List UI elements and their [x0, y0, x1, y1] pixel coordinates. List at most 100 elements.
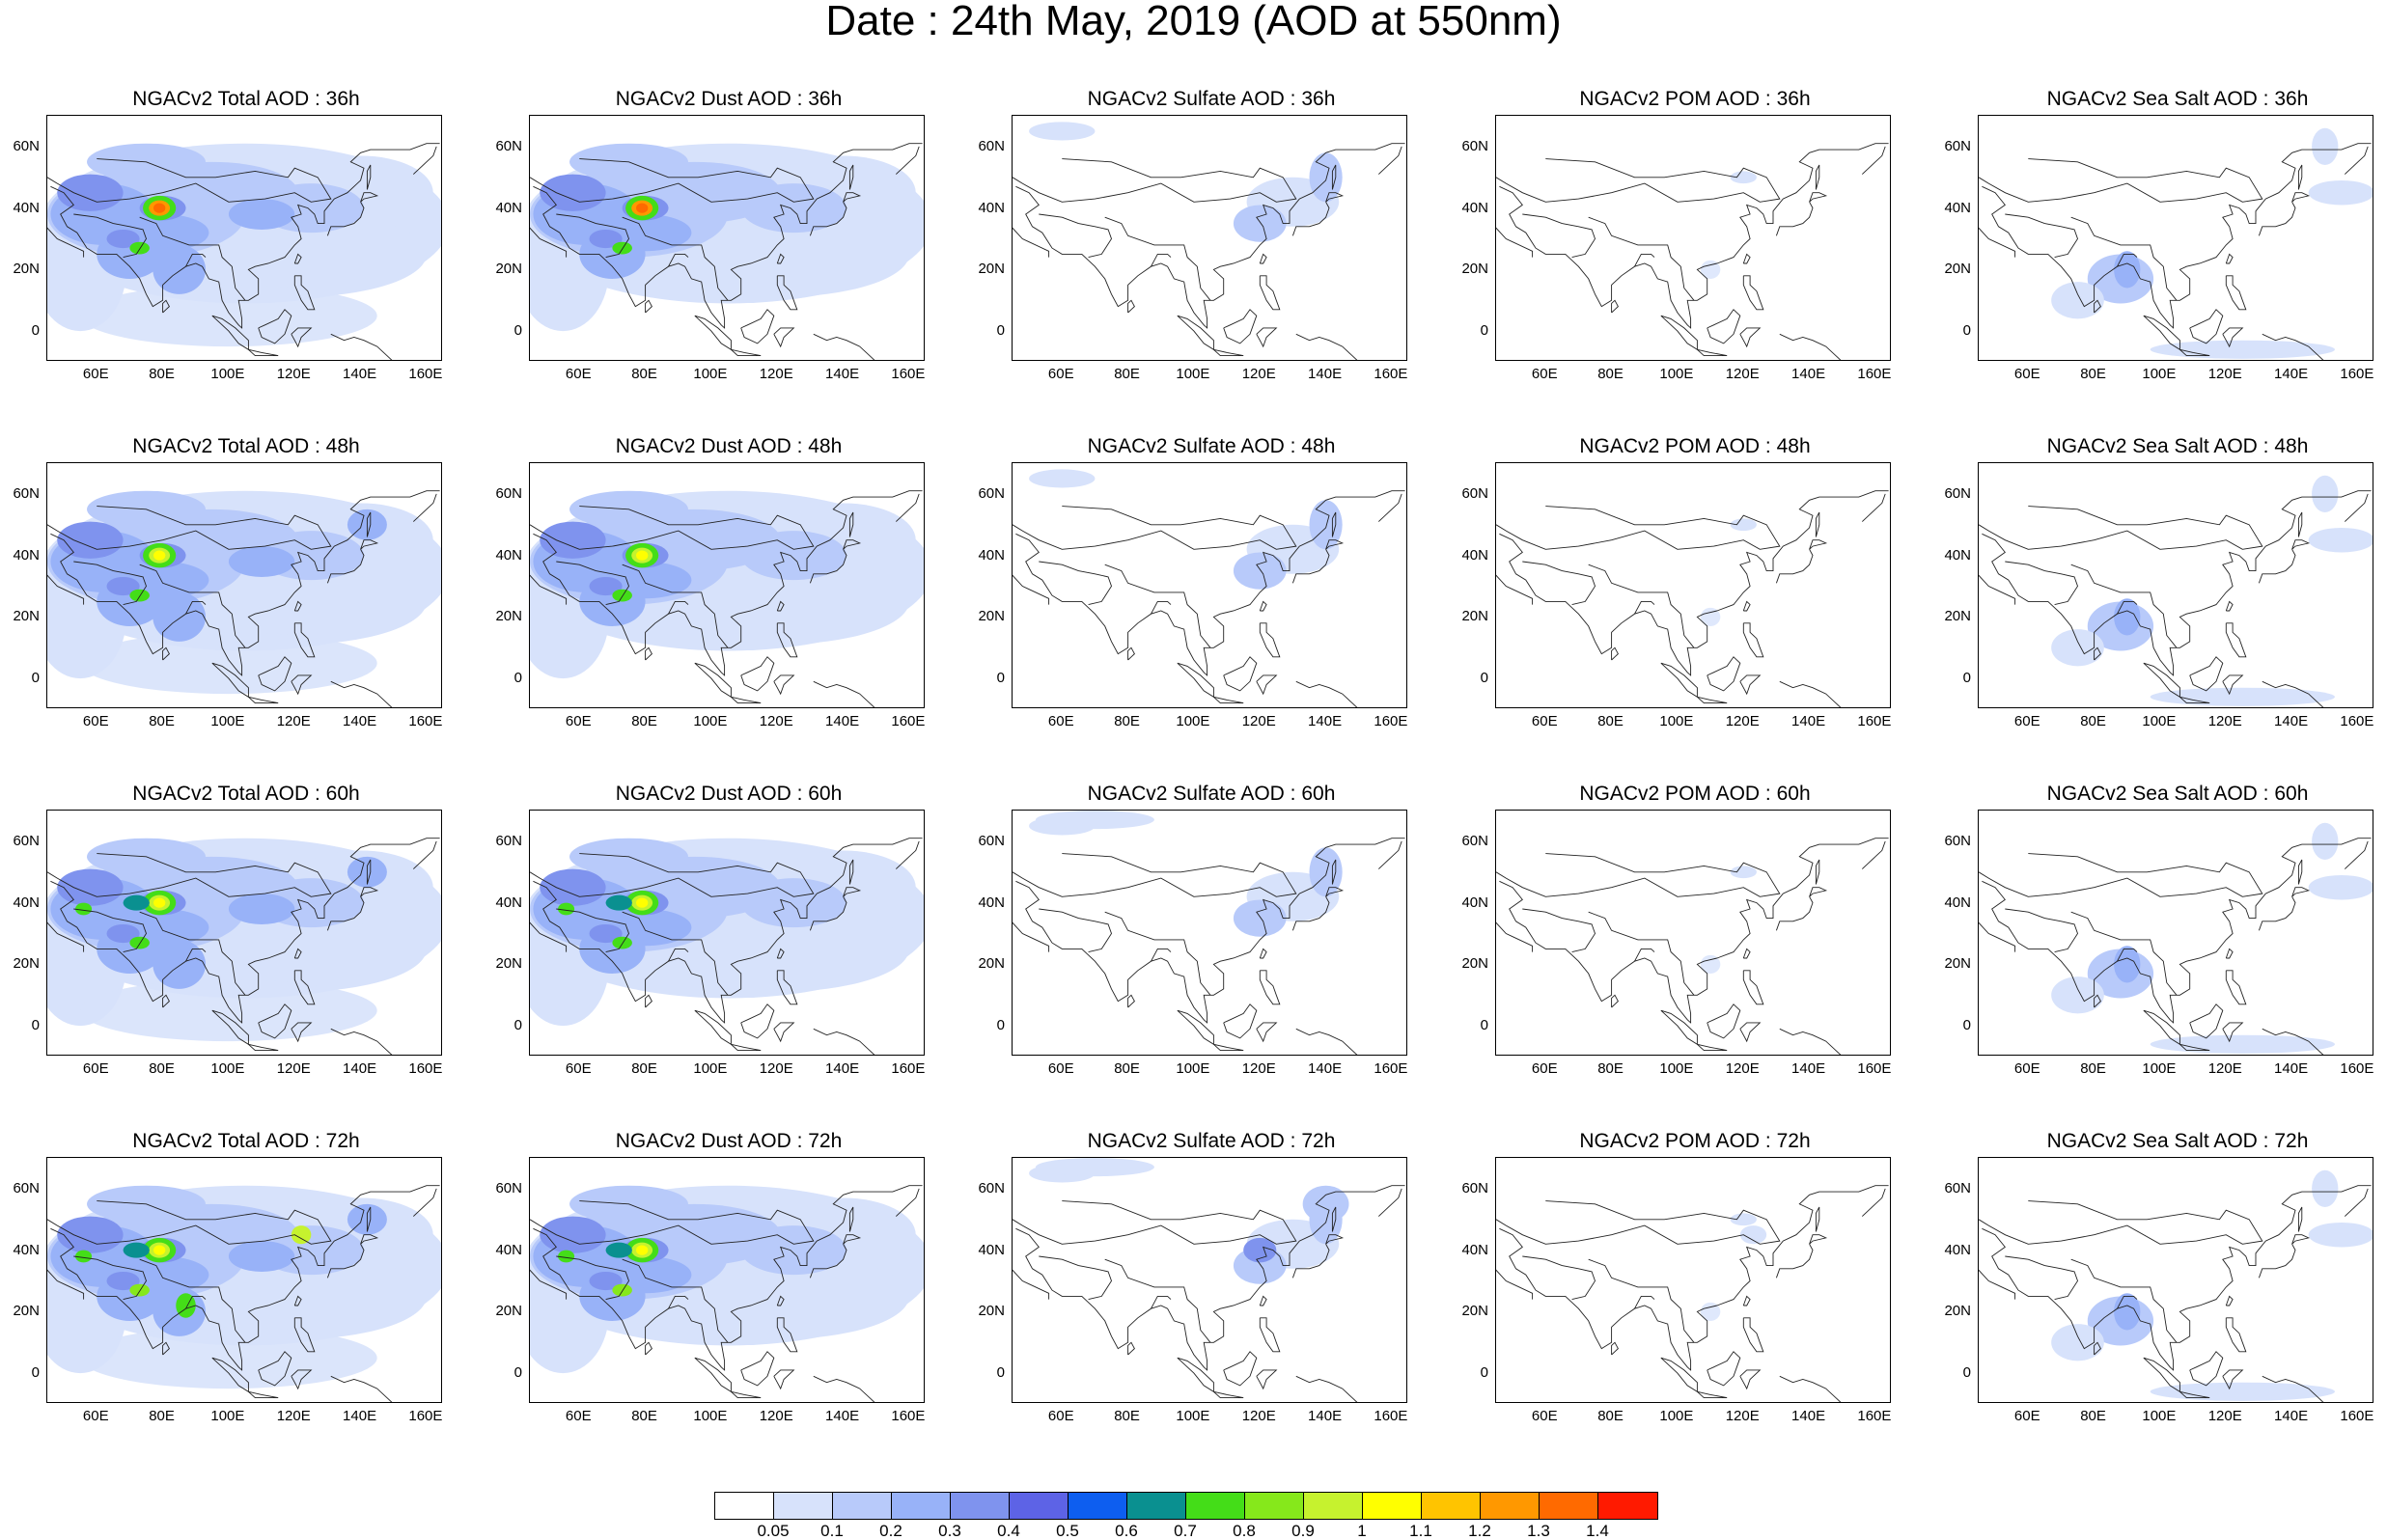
coastline: [366, 511, 372, 537]
coastline: [533, 838, 923, 1024]
coastline: [2143, 1009, 2180, 1046]
longitude-tick-label: 120E: [1725, 366, 1760, 382]
latitude-tick-label: 40N: [978, 546, 1005, 564]
panel-title: NGACv2 Total AOD : 36h: [132, 88, 360, 110]
coastline: [2143, 1357, 2180, 1393]
coastline: [1177, 662, 1214, 699]
coastline: [1499, 838, 1889, 1024]
coastline: [1496, 506, 1781, 550]
latitude-tick-label: 60N: [1944, 484, 1971, 502]
coastline: [2258, 202, 2296, 236]
panel-title: NGACv2 POM AOD : 48h: [1579, 435, 1811, 457]
map-panel: NGACv2 POM AOD : 72h 60N 40N 20N 0 60E 80E 100E…: [1461, 1131, 1898, 1424]
coastline: [776, 622, 798, 658]
coastline: [366, 164, 372, 190]
latitude-tick-label: 40N: [13, 894, 40, 911]
longitude-tick-label: 60E: [565, 1408, 592, 1424]
coastline: [360, 1234, 379, 1245]
latitude-tick-label: 60N: [13, 832, 40, 849]
longitude-tick-label: 80E: [149, 366, 175, 382]
coastline: [291, 327, 313, 348]
latitude-tick-label: 20N: [13, 955, 40, 973]
coastline: [556, 213, 629, 259]
aerosol-field: [47, 1185, 441, 1389]
coastline: [1013, 227, 1050, 258]
coastline: [185, 948, 207, 962]
coastline: [1522, 908, 1596, 953]
colorbar-tick-label: 0.1: [820, 1522, 844, 1540]
coastline: [1259, 622, 1281, 658]
latitude-tick-label: 0: [31, 1017, 40, 1034]
coastline: [1982, 838, 2372, 1024]
aod-map: [1012, 115, 1407, 361]
latitude-tick-label: 60N: [1944, 832, 1971, 849]
coastline: [848, 511, 854, 537]
coastline: [1815, 859, 1820, 885]
coastline: [1660, 662, 1698, 699]
coastline: [1496, 853, 1781, 897]
colorbar-tick-label: 0.7: [1174, 1522, 1197, 1540]
coastline: [2297, 859, 2303, 885]
latitude-tick-label: 20N: [495, 1303, 522, 1320]
coastline: [47, 921, 85, 952]
longitude-tick-label: 100E: [1176, 366, 1210, 382]
map-panel: NGACv2 Total AOD : 72h 60N 40N 20N 0 60E 80E 10…: [13, 1131, 449, 1424]
coastline: [1295, 333, 1358, 360]
latitude-tick-label: 20N: [1461, 1303, 1488, 1320]
coastline: [530, 853, 815, 897]
coastline: [1015, 838, 1405, 1024]
coastline: [622, 1258, 729, 1343]
coastline: [2143, 315, 2180, 351]
latitude-tick-label: 0: [996, 1017, 1005, 1034]
latitude-tick-label: 40N: [1461, 1241, 1488, 1258]
coastline: [162, 994, 170, 1008]
longitude-tick-label: 60E: [1531, 366, 1558, 382]
latitude-tick-label: 40N: [13, 546, 40, 564]
longitude-tick-label: 160E: [408, 1408, 443, 1424]
coastline: [1861, 1188, 1886, 1217]
latitude-tick-label: 60N: [1461, 832, 1488, 849]
coastline: [258, 1351, 292, 1387]
longitude-tick-label: 160E: [1374, 366, 1408, 382]
latitude-tick-label: 0: [1962, 670, 1971, 687]
coastline: [1256, 327, 1278, 348]
latitude-tick-label: 20N: [1461, 608, 1488, 625]
latitude-tick-label: 0: [513, 1017, 522, 1034]
coastline: [1177, 1009, 1214, 1046]
longitude-tick-label: 160E: [891, 713, 926, 729]
coastline: [1013, 1269, 1050, 1300]
longitude-tick-label: 80E: [1114, 713, 1140, 729]
coastline: [1742, 253, 1751, 264]
longitude-tick-label: 100E: [210, 713, 245, 729]
longitude-tick-label: 80E: [2080, 366, 2106, 382]
coastline: [1739, 327, 1762, 348]
colorbar-tick-label: 0.2: [879, 1522, 902, 1540]
coastline: [1496, 921, 1534, 952]
coastline: [895, 146, 920, 175]
coastline: [412, 146, 437, 175]
latitude-tick-label: 60N: [1461, 1179, 1488, 1196]
longitude-tick-label: 140E: [343, 1408, 377, 1424]
map-panel: NGACv2 Sea Salt AOD : 36h 60N 40N 20N 0 60E 80…: [1944, 89, 2380, 382]
aerosol-field: [47, 143, 441, 347]
latitude-tick-label: 0: [513, 670, 522, 687]
map-panel: NGACv2 Total AOD : 60h 60N 40N 20N 0 60E 80E 10…: [13, 784, 449, 1077]
aerosol-field: [530, 143, 924, 332]
longitude-tick-label: 80E: [2080, 1060, 2106, 1077]
panel-title: NGACv2 POM AOD : 60h: [1579, 783, 1811, 805]
aerosol-field: [2051, 822, 2373, 1054]
coastline: [291, 674, 313, 696]
coastline: [2005, 908, 2078, 953]
colorbar-tick-label: 1: [1357, 1522, 1367, 1540]
coastline: [1496, 1200, 1781, 1245]
longitude-tick-label: 120E: [759, 1408, 793, 1424]
coastline: [1707, 1004, 1741, 1039]
coastline: [1177, 1357, 1214, 1393]
coastline: [848, 859, 854, 885]
latitude-tick-label: 20N: [978, 608, 1005, 625]
colorbar-swatch: [774, 1493, 833, 1519]
coastline: [1779, 333, 1842, 360]
coastline: [2297, 511, 2303, 537]
map-panel: NGACv2 Total AOD : 48h 60N 40N 20N 0 60E 80E 10…: [13, 436, 449, 729]
latitude-tick-label: 0: [1962, 1017, 1971, 1034]
